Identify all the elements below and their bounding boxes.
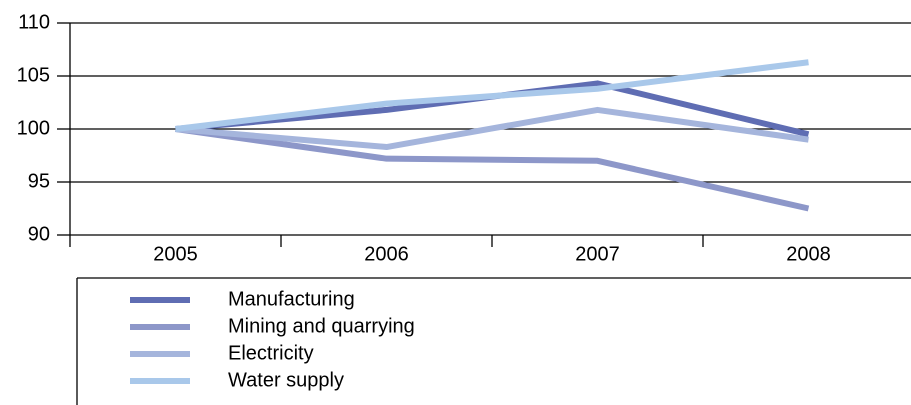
y-tick-label: 110	[18, 11, 50, 33]
x-tick-label: 2006	[364, 243, 409, 265]
legend-label: Water supply	[228, 369, 344, 391]
legend-label: Manufacturing	[228, 288, 355, 310]
x-tick-label: 2005	[153, 243, 198, 265]
legend-label: Mining and quarrying	[228, 315, 415, 337]
series-line	[175, 59, 809, 132]
y-tick-label: 100	[17, 117, 50, 139]
y-tick-label: 95	[28, 170, 50, 192]
x-tick-label: 2007	[575, 243, 620, 265]
series-line	[175, 106, 809, 151]
series-line	[175, 126, 810, 212]
legend-label: Electricity	[228, 342, 314, 364]
y-tick-label: 105	[17, 64, 50, 86]
x-tick-label: 2008	[786, 243, 831, 265]
y-tick-label: 90	[28, 223, 50, 245]
